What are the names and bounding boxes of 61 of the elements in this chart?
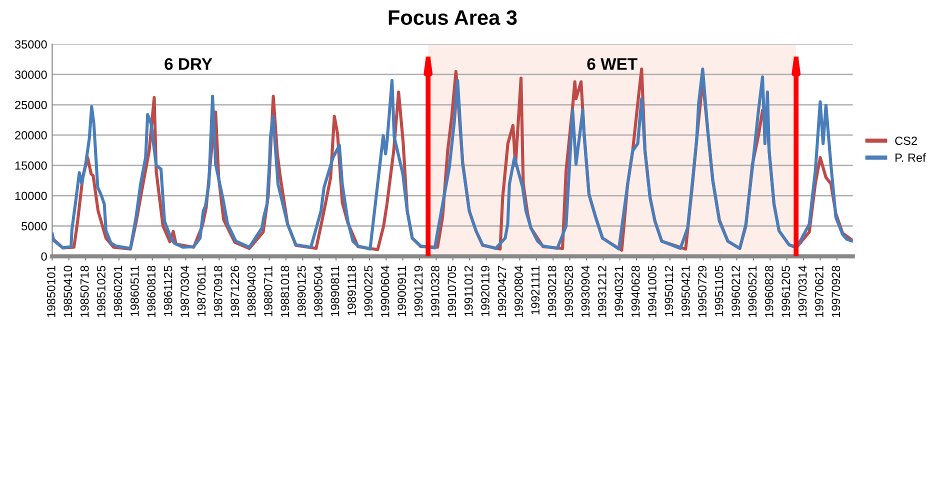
x-tick-label: 19851025 xyxy=(97,266,106,317)
x-tick-label: 19900225 xyxy=(364,266,373,317)
annotation: 6 DRY xyxy=(164,58,212,70)
y-tick-label: 0 xyxy=(41,252,47,261)
x-tick-label: 19920804 xyxy=(514,266,523,317)
x-tick-label: 19850410 xyxy=(64,266,72,317)
x-tick-label: 19890811 xyxy=(330,266,340,316)
x-tick-label: 19870611 xyxy=(197,266,206,316)
x-tick-label: 19930528 xyxy=(564,266,573,317)
x-tick-label: 19931212 xyxy=(598,266,606,317)
x-tick-label: 19860818 xyxy=(147,266,156,317)
x-tick-label: 19911012 xyxy=(464,266,473,316)
x-tick-label: 19910328 xyxy=(431,266,440,317)
x-tick-label: 19860201 xyxy=(114,266,122,317)
x-tick-label: 19920427 xyxy=(498,266,506,317)
x-tick-label: 19950421 xyxy=(681,266,690,317)
y-tick-label: 30000 xyxy=(14,70,47,79)
chart-title: Focus Area 3 xyxy=(388,10,517,25)
y-tick-label: 10000 xyxy=(15,192,47,200)
x-tick-label: 19970928 xyxy=(832,266,840,317)
x-tick-label: 19940321 xyxy=(614,266,624,317)
x-tick-label: 19910705 xyxy=(448,266,456,317)
x-tick-label: 19930904 xyxy=(581,266,590,317)
x-tick-label: 19850718 xyxy=(80,266,89,317)
x-tick-label: 19950729 xyxy=(698,266,707,317)
x-tick-label: 19900604 xyxy=(380,266,390,317)
x-tick-label: 19950112 xyxy=(664,266,674,316)
x-tick-label: 19880711 xyxy=(264,266,272,316)
x-tick-label: 19890504 xyxy=(314,266,323,317)
x-tick-label: 19850101 xyxy=(47,266,56,317)
x-tick-label: 19860511 xyxy=(130,266,139,316)
y-tick-label: 15000 xyxy=(15,161,47,170)
x-tick-label: 19960212 xyxy=(732,266,740,317)
y-tick-label: 35000 xyxy=(14,40,47,49)
x-tick-label: 19960828 xyxy=(764,266,774,317)
x-tick-label: 19940628 xyxy=(631,266,640,317)
x-tick-label: 19930218 xyxy=(548,266,556,317)
x-tick-label: 19891118 xyxy=(348,266,356,316)
x-tick-label: 19880403 xyxy=(247,266,256,317)
x-tick-label: 19861125 xyxy=(164,266,172,316)
x-tick-label: 19871226 xyxy=(230,266,240,317)
x-tick-label: 19921111 xyxy=(531,266,540,314)
x-tick-label: 19870304 xyxy=(180,266,189,317)
x-tick-label: 19881018 xyxy=(280,266,290,317)
legend-label: CS2 xyxy=(895,136,917,145)
x-tick-label: 19941005 xyxy=(648,266,656,317)
x-tick-label: 19970314 xyxy=(798,266,807,317)
y-tick-label: 5000 xyxy=(22,222,47,230)
y-tick-label: 25000 xyxy=(15,100,47,110)
legend-label: P. Ref xyxy=(896,153,926,162)
y-tick-label: 20000 xyxy=(15,131,47,140)
x-tick-label: 19960521 xyxy=(748,266,757,317)
x-tick-label: 19961205 xyxy=(782,266,790,317)
band-label: 6 WET xyxy=(587,58,638,70)
x-tick-label: 19901219 xyxy=(414,266,423,317)
x-tick-label: 19900911 xyxy=(398,266,406,316)
x-tick-label: 19890125 xyxy=(297,266,306,317)
x-tick-label: 19920119 xyxy=(481,266,490,316)
x-tick-label: 19951105 xyxy=(714,266,724,316)
x-tick-label: 19870918 xyxy=(214,266,222,317)
x-tick-label: 19970621 xyxy=(815,266,824,317)
